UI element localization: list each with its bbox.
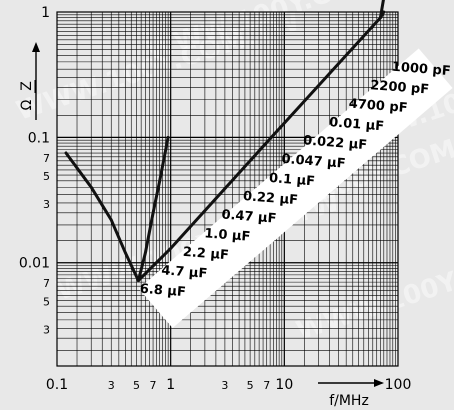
y-tick-label: 1 xyxy=(41,5,50,21)
series-1 xyxy=(136,135,170,283)
plot-frame xyxy=(56,11,399,367)
y-axis-label-z: Z xyxy=(19,81,35,91)
y-tick-label: 0.01 xyxy=(19,256,50,272)
x-tick-label: 0.1 xyxy=(46,377,68,393)
capacitance-label: 0.22 μF xyxy=(242,189,298,208)
y-tick-label: 3 xyxy=(43,198,50,211)
x-axis-label-group: f/MHz xyxy=(318,379,384,409)
watermark-text: WWW.100Y.COM.TW xyxy=(293,227,454,347)
capacitance-label: 4700 pF xyxy=(348,97,408,116)
y-tick-label: 0.1 xyxy=(28,130,50,146)
capacitance-label: 0.047 μF xyxy=(281,152,346,172)
y-tick-label: 5 xyxy=(43,295,50,308)
x-axis-arrow-head xyxy=(374,379,384,387)
y-tick-label: 5 xyxy=(43,170,50,183)
x-tick-label: 100 xyxy=(385,377,412,393)
capacitance-label: 0.1 μF xyxy=(268,171,315,189)
y-axis-arrow-head xyxy=(32,42,40,52)
x-tick-label: 5 xyxy=(133,379,140,392)
x-axis-label: f/MHz xyxy=(329,393,369,409)
x-tick-label: 3 xyxy=(221,379,228,392)
y-axis-label: Z Ω xyxy=(19,42,40,120)
series-2 xyxy=(136,16,382,283)
watermark: WWW.100Y.COM.TWWWW.100Y.COM.TWWWW.100Y.C… xyxy=(13,0,454,347)
capacitance-label: 6.8 μF xyxy=(139,282,186,300)
y-tick-label: 7 xyxy=(43,277,50,290)
capacitance-label: 1000 pF xyxy=(391,60,451,79)
x-tick-label: 5 xyxy=(247,379,254,392)
y-axis-label-ohm: Ω xyxy=(19,99,35,110)
curves xyxy=(64,0,386,283)
y-tick-label: 3 xyxy=(43,323,50,336)
capacitance-label: 0.01 μF xyxy=(329,115,385,134)
series-4 xyxy=(378,0,385,20)
label-band-background xyxy=(138,48,453,328)
x-tick-label: 7 xyxy=(263,379,270,392)
x-tick-label: 3 xyxy=(108,379,115,392)
capacitance-label: 0.022 μF xyxy=(303,133,368,153)
y-tick-label: 7 xyxy=(43,152,50,165)
capacitance-label: 2.2 μF xyxy=(182,245,229,263)
series-0 xyxy=(64,151,140,283)
capacitance-label: 2200 pF xyxy=(370,78,430,97)
capacitance-label: 4.7 μF xyxy=(161,263,208,281)
capacitance-label: 1.0 μF xyxy=(204,226,251,244)
x-tick-label: 1 xyxy=(166,377,175,393)
x-tick-label: 10 xyxy=(275,377,293,393)
capacitance-label: 0.47 μF xyxy=(221,208,277,227)
x-tick-label: 7 xyxy=(150,379,157,392)
